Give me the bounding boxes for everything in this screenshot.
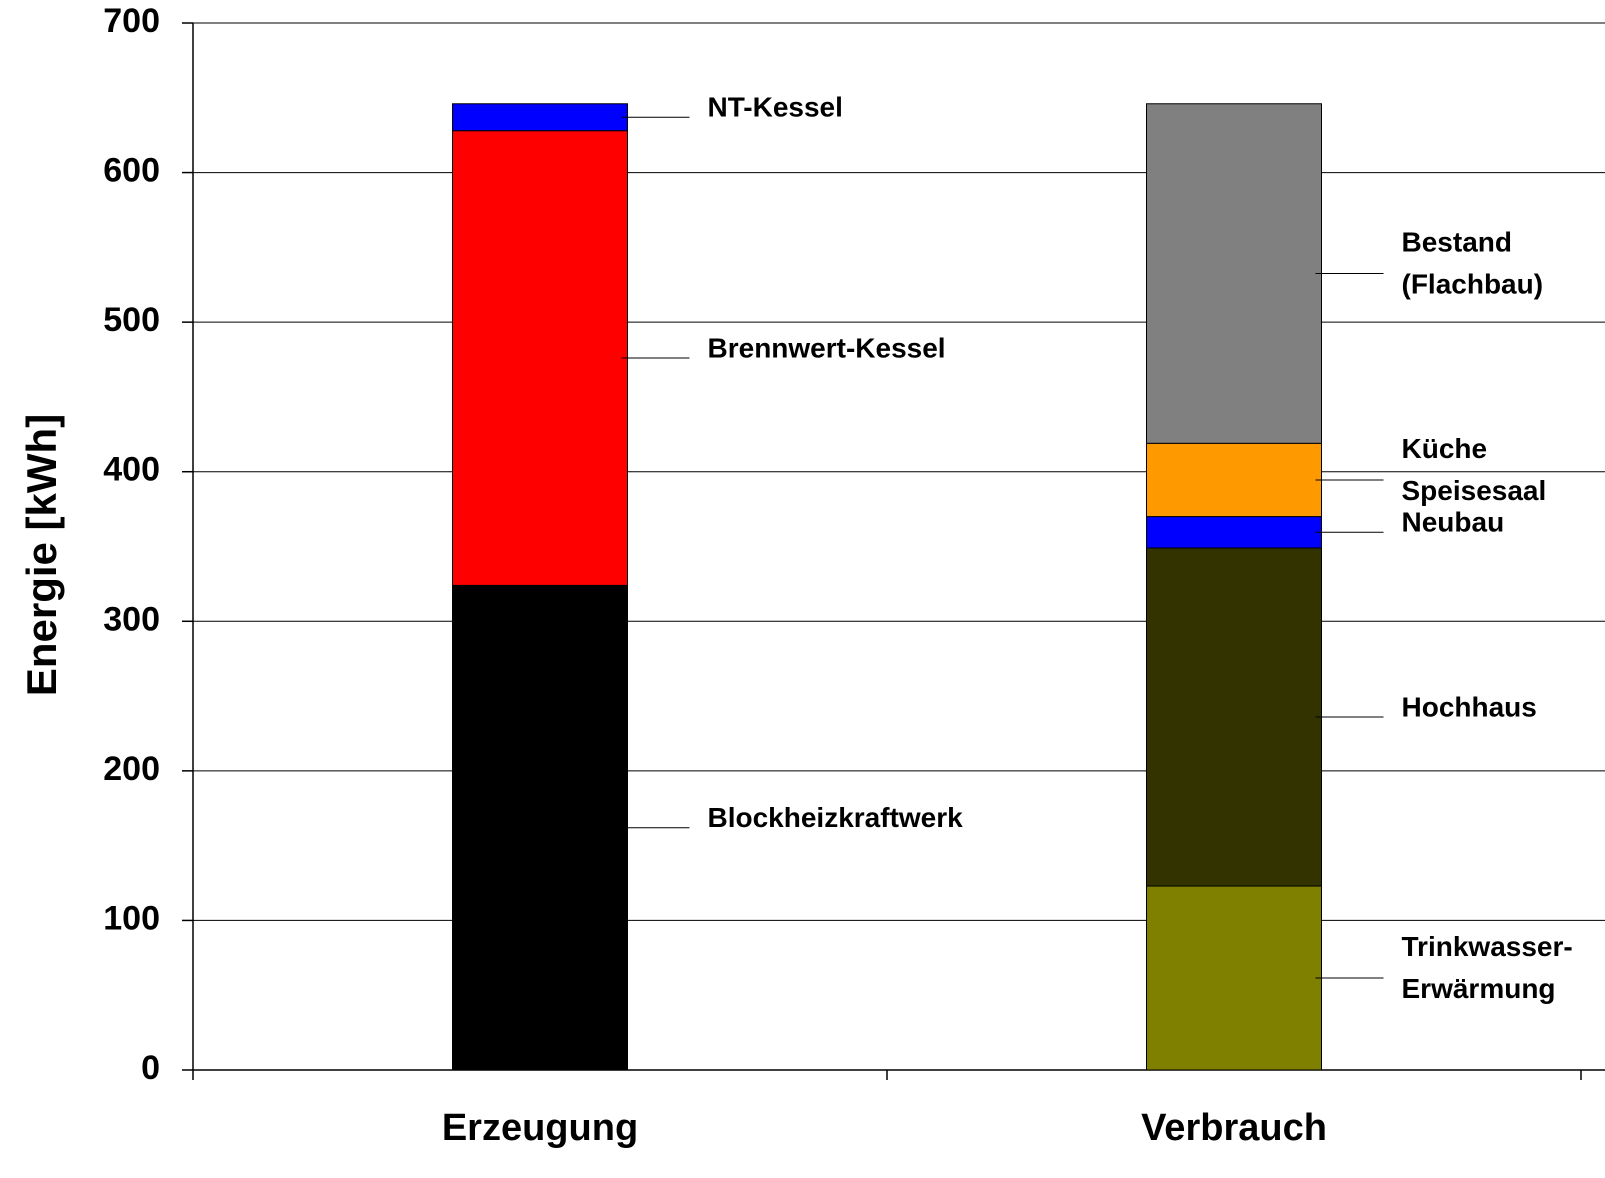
segment-label: Neubau — [1402, 507, 1505, 538]
segment-label: Blockheizkraftwerk — [708, 802, 964, 833]
segment-label: Hochhaus — [1402, 691, 1537, 722]
segment-label: Trinkwasser-Erwärmung — [1402, 931, 1573, 1004]
x-tick-label: Verbrauch — [1141, 1107, 1327, 1149]
y-tick-label: 400 — [103, 451, 160, 489]
bar-segment — [1146, 547, 1322, 887]
y-tick-label: 200 — [103, 750, 160, 788]
bar-segment — [1146, 442, 1322, 518]
y-tick-label: 600 — [103, 152, 160, 190]
segment-label: Küche Speisesaal — [1402, 433, 1547, 506]
y-axis-label: Energie [kWh] — [18, 414, 65, 696]
bar-segment — [452, 103, 628, 132]
y-tick-label: 700 — [103, 2, 160, 40]
bar-segment — [452, 130, 628, 586]
y-tick-label: 0 — [141, 1049, 160, 1087]
bar-segment — [452, 584, 628, 1071]
y-tick-label: 100 — [103, 899, 160, 937]
x-tick-label: Erzeugung — [442, 1107, 638, 1149]
segment-label: Brennwert-Kessel — [708, 332, 946, 363]
bar-segment — [1146, 516, 1322, 549]
bar-segment — [1146, 103, 1322, 444]
segment-label: Bestand (Flachbau) — [1402, 227, 1544, 300]
segment-label: NT-Kessel — [708, 92, 843, 123]
bar-segment — [1146, 885, 1322, 1071]
y-tick-label: 300 — [103, 600, 160, 638]
y-tick-label: 500 — [103, 301, 160, 339]
